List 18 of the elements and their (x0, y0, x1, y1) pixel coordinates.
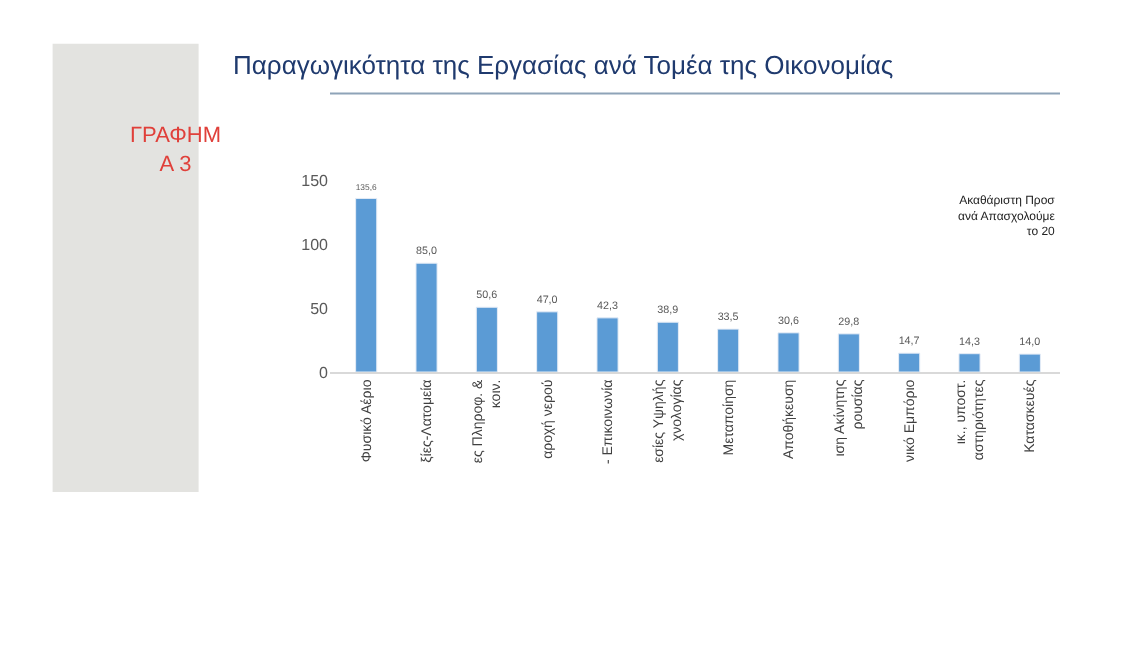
bar (958, 353, 981, 372)
text: ΓΡΑΦΗΜ Α 3 (130, 124, 221, 177)
bar (1018, 353, 1041, 372)
chart-title: Παραγωγικότητα της Εργασίας ανά Τομέα της Οικονομίας (233, 49, 894, 80)
bar (837, 333, 860, 372)
bar (898, 352, 921, 372)
bar (355, 197, 378, 372)
bar (596, 317, 619, 372)
y-tick-label: 0 (319, 363, 330, 382)
bar (475, 306, 498, 372)
y-tick-label: 150 (301, 171, 330, 190)
y-tick-label: 50 (310, 299, 330, 318)
bar (656, 321, 679, 372)
bar (536, 311, 559, 372)
y-tick-label: 100 (301, 235, 330, 254)
bar (717, 328, 740, 372)
bar (415, 262, 438, 372)
bar (777, 332, 800, 372)
